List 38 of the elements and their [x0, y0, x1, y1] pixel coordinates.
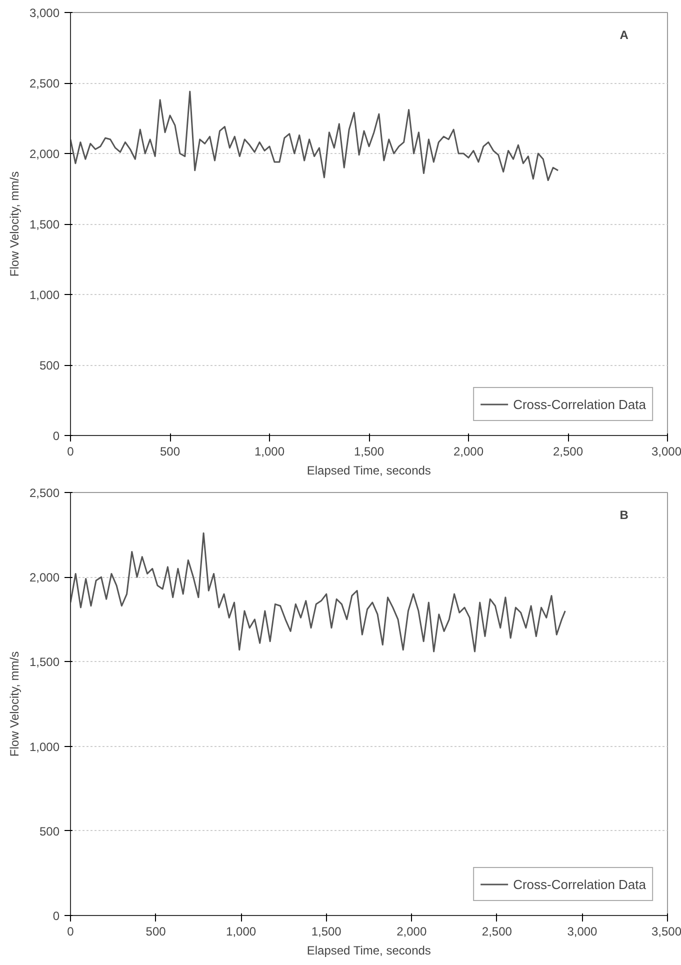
x-tick-label: 2,000 [453, 444, 484, 458]
x-tick-label: 2,500 [552, 444, 584, 458]
y-tick-label: 1,500 [29, 655, 60, 670]
y-axis-title: Flow Velocity, mm/s [7, 171, 22, 277]
y-tick-label: 2,000 [29, 147, 60, 161]
annotation: B [620, 508, 629, 522]
y-tick-label: 0 [52, 429, 60, 443]
legend-label: Cross-Correlation Data [513, 396, 646, 412]
x-tick-label: 3,500 [651, 924, 681, 938]
x-axis-title: Elapsed Time, seconds [306, 944, 431, 958]
y-axis-title: Flow Velocity, mm/s [7, 651, 22, 757]
x-tick-label: 3,000 [651, 444, 681, 458]
y-tick-label: 1,000 [29, 288, 60, 302]
x-axis-title: Elapsed Time, seconds [306, 464, 431, 478]
y-tick-label: 3,000 [29, 6, 60, 20]
x-tick-label: 3,000 [567, 924, 598, 938]
x-tick-label: 1,500 [311, 924, 342, 938]
line-series [70, 532, 566, 652]
x-tick-label: 1,000 [254, 444, 285, 458]
x-tick-label: 500 [146, 924, 166, 938]
y-tick-label: 500 [39, 824, 60, 838]
y-tick-label: 2,000 [29, 570, 60, 585]
annotation: A [620, 28, 629, 42]
x-tick-label: 1,500 [354, 444, 384, 458]
y-tick-label: 0 [52, 909, 60, 923]
y-tick-label: 2,500 [29, 486, 60, 500]
x-tick-label: 2,000 [396, 924, 427, 938]
legend-label: Cross-Correlation Data [513, 876, 646, 892]
x-tick-label: 500 [160, 444, 180, 458]
x-tick-label: 0 [67, 444, 74, 458]
y-tick-label: 500 [39, 358, 60, 372]
y-tick-label: 1,500 [29, 218, 60, 232]
x-tick-label: 0 [67, 924, 74, 938]
y-tick-label: 1,000 [29, 740, 60, 754]
x-tick-label: 1,000 [226, 924, 256, 938]
y-tick-label: 2,500 [29, 76, 60, 90]
x-tick-label: 2,500 [482, 924, 512, 938]
line-series [70, 90, 559, 182]
